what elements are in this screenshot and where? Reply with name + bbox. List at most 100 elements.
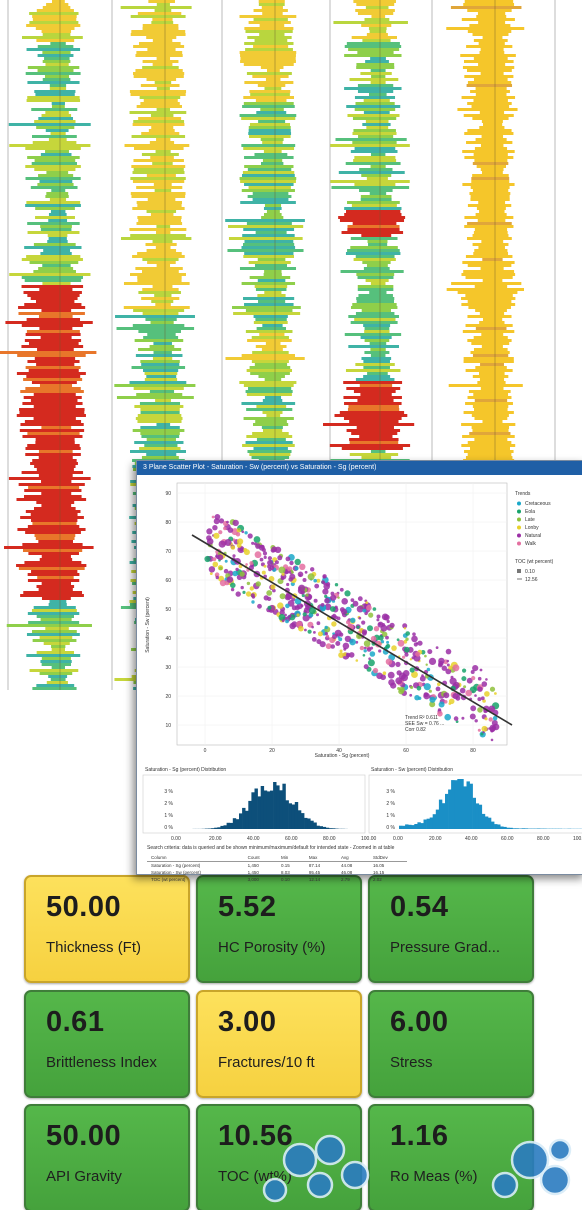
- log-trace-segment: [24, 303, 82, 306]
- scatter-plot-area[interactable]: 90 80 70 60 50 40 30 20 10 0 20 40 60 80 Saturation …: [137, 475, 582, 835]
- scatter-point: [469, 713, 476, 720]
- scatter-point: [437, 682, 441, 686]
- scatter-point: [409, 667, 415, 673]
- scatter-y-tick: 30: [165, 665, 171, 671]
- log-trace-segment: [355, 102, 395, 105]
- log-trace-segment: [243, 384, 294, 387]
- log-trace-segment: [42, 282, 71, 285]
- log-trace-segment: [153, 183, 172, 186]
- kpi-tile-api-gravity[interactable]: 50.00 API Gravity: [24, 1104, 190, 1210]
- log-trace-segment: [40, 336, 72, 339]
- log-trace-segment: [356, 63, 395, 66]
- kpi-tile-brittleness[interactable]: 0.61 Brittleness Index: [24, 990, 190, 1098]
- log-trace-segment: [479, 321, 505, 324]
- log-trace-segment: [244, 81, 294, 84]
- log-trace-segment: [474, 417, 508, 420]
- log-trace-segment: [147, 198, 176, 201]
- kpi-tile-ro-meas[interactable]: 1.16 Ro Meas (%): [368, 1104, 534, 1210]
- log-trace-segment: [136, 105, 183, 108]
- log-trace-segment: [130, 450, 186, 453]
- log-trace-segment: [371, 15, 386, 18]
- log-trace-segment: [350, 306, 398, 309]
- log-trace-segment: [473, 393, 509, 396]
- histogram-bar: [402, 825, 406, 829]
- log-trace-segment: [472, 33, 509, 36]
- histogram-bar: [301, 813, 305, 829]
- log-trace-segment: [246, 72, 292, 75]
- log-trace-segment: [464, 225, 514, 228]
- kpi-tile-thickness[interactable]: 50.00 Thickness (Ft): [24, 875, 190, 983]
- log-trace-segment: [38, 117, 74, 120]
- log-trace-segment: [51, 645, 66, 648]
- log-trace-segment: [150, 321, 174, 324]
- log-trace-segment: [466, 45, 513, 48]
- scatter-point: [409, 658, 413, 661]
- log-trace-segment: [252, 198, 289, 201]
- log-trace-segment: [20, 594, 84, 597]
- log-trace-segment: [256, 405, 287, 408]
- log-trace-segment: [33, 507, 76, 510]
- kpi-tile-fractures[interactable]: 3.00 Fractures/10 ft: [196, 990, 362, 1098]
- histogram-bar: [429, 817, 434, 829]
- scatter-point: [378, 622, 382, 626]
- log-trace-segment: [245, 48, 293, 51]
- scatter-point: [378, 635, 384, 641]
- legend-swatch: [517, 517, 521, 522]
- log-trace-segment: [247, 36, 292, 39]
- scatter-point: [367, 625, 373, 632]
- log-trace-segment: [481, 333, 504, 336]
- log-trace-segment: [471, 414, 509, 417]
- log-trace-segment: [42, 51, 71, 54]
- log-trace-segment: [354, 96, 396, 99]
- scatter-point: [324, 632, 328, 636]
- histogram-bar: [484, 816, 489, 829]
- histogram-bar: [441, 803, 446, 829]
- log-trace-segment: [244, 303, 294, 306]
- log-trace-segment: [464, 0, 514, 3]
- kpi-tile-hc-porosity[interactable]: 5.52 HC Porosity (%): [196, 875, 362, 983]
- log-trace-segment: [469, 432, 511, 435]
- scatter-point: [367, 659, 375, 667]
- log-trace-segment: [26, 48, 81, 51]
- scatter-point: [285, 556, 291, 562]
- log-trace-segment: [45, 63, 69, 66]
- log-trace-segment: [139, 42, 181, 45]
- log-trace-segment: [476, 165, 507, 168]
- log-trace-segment: [34, 357, 76, 360]
- log-trace-segment: [241, 246, 296, 249]
- log-trace-segment: [241, 282, 296, 285]
- scatter-point: [385, 635, 389, 640]
- histogram-x-tick: 100.00: [361, 836, 377, 842]
- log-trace-segment: [243, 255, 295, 258]
- log-trace-segment: [347, 225, 400, 228]
- log-trace-segment: [360, 72, 392, 75]
- scatter-point: [278, 614, 286, 621]
- log-trace-segment: [35, 207, 75, 210]
- histogram-bar: [463, 786, 467, 829]
- log-trace-segment: [225, 219, 305, 222]
- log-trace-segment: [248, 186, 291, 189]
- kpi-tile-toc[interactable]: 10.56 TOC (wt%): [196, 1104, 362, 1210]
- log-trace-segment: [33, 606, 76, 609]
- histogram-bar: [457, 779, 461, 829]
- scatter-plot-window[interactable]: 3 Plane Scatter Plot - Saturation - Sw (…: [136, 460, 582, 882]
- log-trace-segment: [4, 546, 94, 549]
- table-cell: 16.05: [373, 863, 385, 868]
- kpi-tile-stress[interactable]: 6.00 Stress: [368, 990, 534, 1098]
- log-trace-segment: [355, 312, 395, 315]
- log-trace-segment: [32, 135, 77, 138]
- log-trace-segment: [152, 18, 173, 21]
- log-trace-segment: [145, 318, 177, 321]
- log-trace-segment: [36, 585, 75, 588]
- scatter-point: [489, 686, 496, 692]
- histogram-x-tick: 0.00: [171, 836, 181, 842]
- scatter-point: [461, 676, 467, 682]
- log-trace-segment: [246, 435, 293, 438]
- kpi-tile-pressure-gradient[interactable]: 0.54 Pressure Grad...: [368, 875, 534, 983]
- log-trace-segment: [339, 411, 405, 414]
- log-trace-segment: [142, 66, 179, 69]
- log-trace-segment: [18, 312, 85, 315]
- scatter-point: [316, 621, 321, 626]
- log-trace-segment: [264, 87, 282, 90]
- scatter-point: [235, 567, 239, 572]
